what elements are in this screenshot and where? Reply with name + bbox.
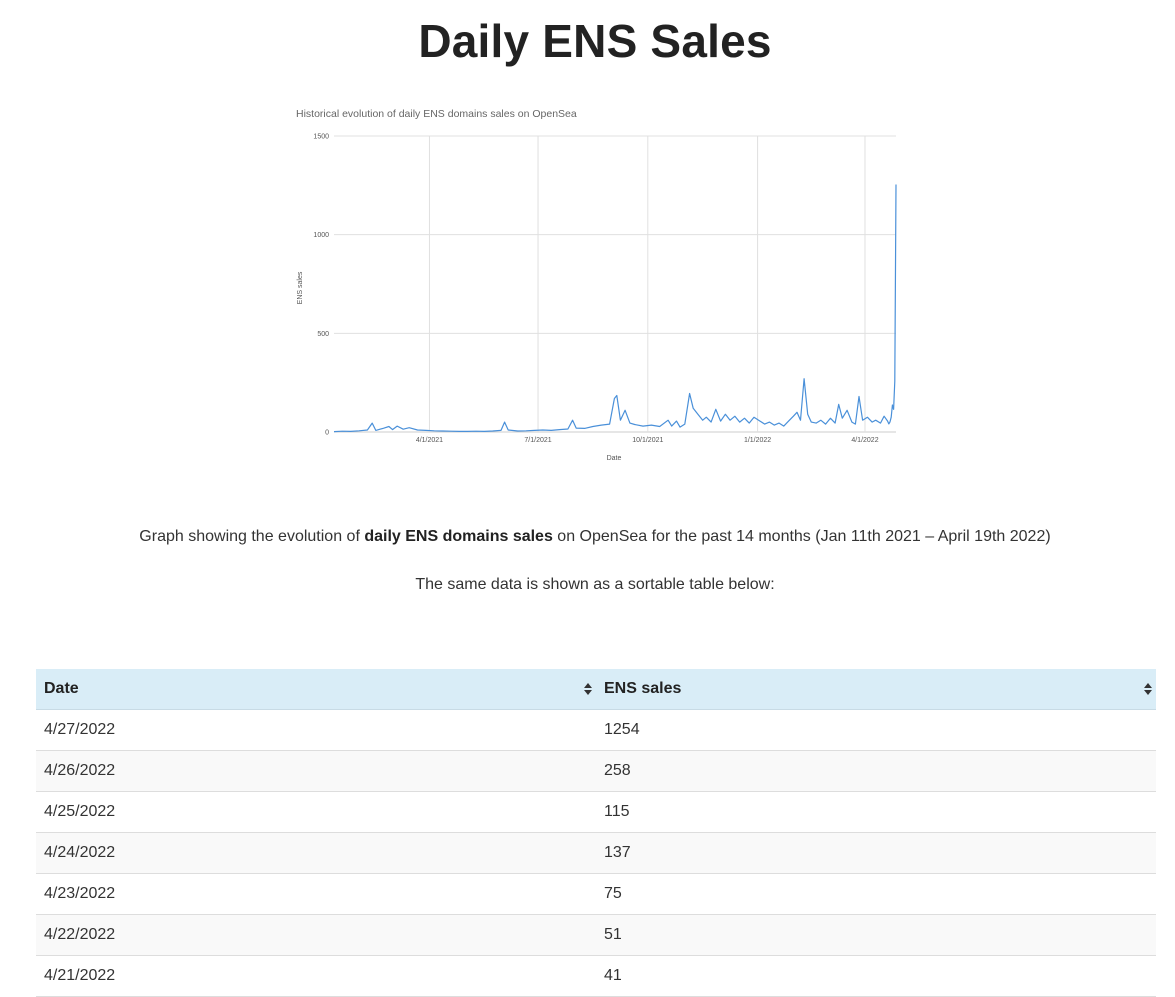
x-tick-label: 7/1/2021: [524, 437, 551, 444]
cell-ens-sales: 51: [596, 914, 1156, 956]
table-row: 4/22/2022 51: [36, 914, 1156, 956]
table-row: 4/25/2022 115: [36, 791, 1156, 833]
table-row: 4/27/2022 1254: [36, 709, 1156, 751]
y-tick-label: 1500: [313, 134, 329, 141]
cell-ens-sales: 75: [596, 873, 1156, 915]
x-tick-label: 1/1/2022: [744, 437, 771, 444]
sales-table: Date ENS sales 4/27/2022 1254 4/26/2022 …: [36, 669, 1156, 997]
sales-chart: Historical evolution of daily ENS domain…: [290, 100, 910, 470]
cell-date: 4/23/2022: [36, 873, 596, 915]
cell-date: 4/22/2022: [36, 914, 596, 956]
sort-icon[interactable]: [584, 682, 592, 696]
cell-date: 4/25/2022: [36, 791, 596, 833]
sales-line-chart: Historical evolution of daily ENS domain…: [290, 100, 910, 470]
cell-date: 4/26/2022: [36, 750, 596, 792]
page-title: Daily ENS Sales: [418, 15, 772, 67]
x-tick-label: 10/1/2021: [632, 437, 663, 444]
table-header-row: Date ENS sales: [36, 669, 1156, 710]
cell-ens-sales: 115: [596, 791, 1156, 833]
cell-ens-sales: 1254: [596, 709, 1156, 751]
x-tick-label: 4/1/2022: [851, 437, 878, 444]
chart-caption: Graph showing the evolution of daily ENS…: [0, 526, 1175, 548]
y-tick-label: 0: [325, 430, 329, 437]
table-row: 4/26/2022 258: [36, 750, 1156, 792]
sort-icon[interactable]: [1144, 682, 1152, 696]
cell-ens-sales: 137: [596, 832, 1156, 874]
series-line-ens-sales: [333, 184, 897, 433]
x-tick-label: 4/1/2021: [416, 437, 443, 444]
column-header-ens-sales[interactable]: ENS sales: [596, 669, 1156, 710]
cell-date: 4/24/2022: [36, 832, 596, 874]
caption-text-start: Graph showing the evolution of: [139, 528, 365, 545]
table-row: 4/24/2022 137: [36, 832, 1156, 874]
table-row: 4/21/2022 41: [36, 955, 1156, 997]
cell-date: 4/27/2022: [36, 709, 596, 751]
y-tick-label: 500: [317, 331, 329, 338]
x-axis-label: Date: [607, 455, 622, 462]
column-header-date-label: Date: [44, 680, 79, 697]
table-intro-text: The same data is shown as a sortable tab…: [415, 576, 775, 593]
column-header-date[interactable]: Date: [36, 669, 596, 710]
y-tick-label: 1000: [313, 232, 329, 239]
cell-date: 4/21/2022: [36, 955, 596, 997]
caption-emphasis: daily ENS domains sales: [364, 528, 553, 545]
caption-text-end: on OpenSea for the past 14 months (Jan 1…: [552, 528, 1051, 545]
table-row: 4/23/2022 75: [36, 873, 1156, 915]
chart-title: Historical evolution of daily ENS domain…: [296, 108, 577, 120]
column-header-ens-sales-label: ENS sales: [604, 680, 682, 697]
y-axis-label: ENS sales: [297, 271, 304, 304]
cell-ens-sales: 258: [596, 750, 1156, 792]
cell-ens-sales: 41: [596, 955, 1156, 997]
